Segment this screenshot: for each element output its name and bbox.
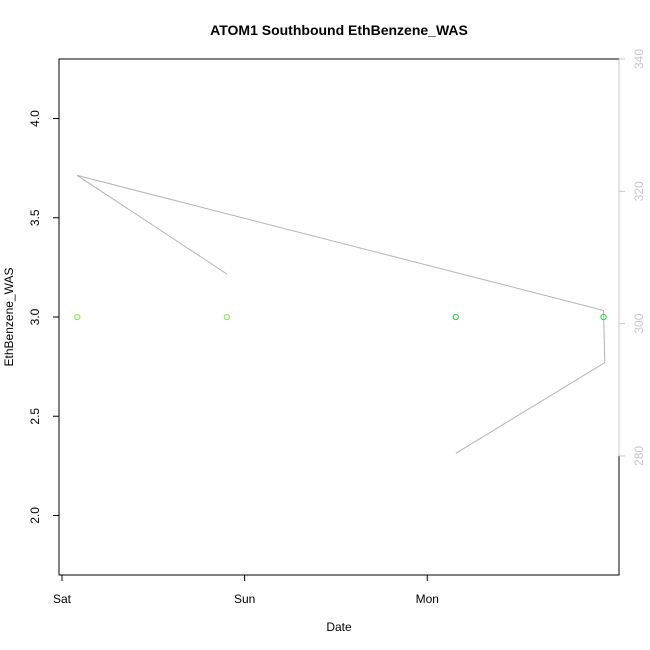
x-tick-label: Sun [234,592,255,606]
series-points [74,313,607,321]
chart-title: ATOM1 Southbound EthBenzene_WAS [210,22,468,38]
y-right-tick-label: 280 [632,446,646,466]
y-right-tick-label: 340 [632,49,646,69]
plot-frame [58,58,620,576]
y-left-tick-label: 3.0 [28,308,42,325]
x-tick-label: Sat [53,592,72,606]
data-point [223,313,231,321]
y-right-axis: 280 300 320 340 [618,49,646,466]
series-line-path [76,174,606,454]
y-left-tick-label: 4.0 [28,110,42,127]
y-left-tick-label: 3.5 [28,209,42,226]
data-point [600,313,607,321]
y-left-tick-label: 2.0 [28,507,42,524]
data-point [74,313,81,321]
series-line [76,174,606,454]
y-right-tick-label: 300 [632,313,646,333]
data-point [452,313,459,321]
y-axis-label: EthBenzene_WAS [2,268,16,367]
y-left-axis: 2.0 2.5 3.0 3.5 4.0 [28,110,60,524]
y-right-tick-label: 320 [632,181,646,201]
x-axis: Sat Sun Mon [53,574,439,606]
y-left-tick-label: 2.5 [28,408,42,425]
x-tick-label: Mon [416,592,439,606]
x-axis-label: Date [326,620,352,634]
